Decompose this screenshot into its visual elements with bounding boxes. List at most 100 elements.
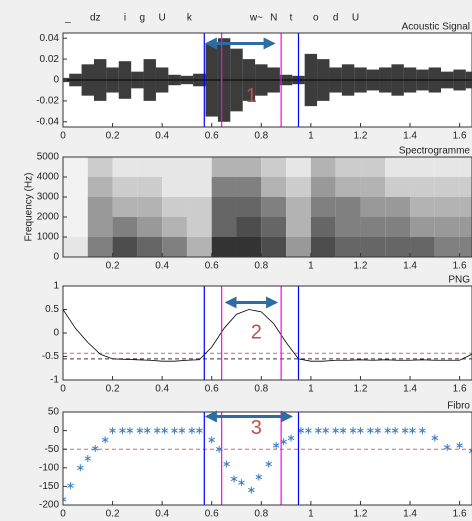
x-tick-label: 0.4	[155, 261, 169, 272]
point	[367, 427, 374, 435]
heat-cell	[286, 237, 311, 257]
heat-cell	[360, 197, 386, 217]
phoneme-label: d	[333, 13, 339, 24]
x-tick-label: 0.6	[205, 509, 219, 520]
x-tick-label: 1.6	[453, 131, 467, 142]
heat-cell	[360, 217, 386, 237]
y-tick-label: 0.02	[40, 54, 60, 65]
heat-cell	[335, 157, 361, 177]
x-tick-label: 0.6	[205, 131, 219, 142]
x-tick-label: 0.8	[254, 384, 268, 395]
heat-cell	[385, 157, 411, 177]
point	[101, 436, 109, 444]
heat-cell	[63, 217, 88, 237]
phoneme-label: g	[140, 13, 146, 24]
x-tick-label: 0.8	[254, 131, 268, 142]
heat-cell	[410, 157, 435, 177]
heat-cell	[186, 157, 212, 177]
heat-cell	[211, 197, 237, 217]
heat-cell	[186, 197, 212, 217]
heat-cell	[335, 177, 361, 197]
heat-cell	[236, 197, 262, 217]
point	[431, 434, 439, 442]
y-tick-label: -1	[50, 375, 59, 386]
heat-cell	[186, 177, 212, 197]
point	[136, 427, 144, 435]
y-tick-label: -100	[39, 462, 59, 473]
y-axis-label: Frequency (Hz)	[24, 173, 35, 242]
x-tick-label: 0	[60, 131, 66, 142]
point	[374, 427, 382, 435]
y-tick-label: 0	[53, 75, 59, 86]
heat-cell	[360, 237, 386, 257]
point	[391, 427, 399, 435]
axes-frame	[62, 156, 472, 258]
heat-cell	[186, 217, 212, 237]
point	[349, 427, 357, 435]
heat-cell	[137, 217, 163, 237]
y-tick-label: -50	[45, 444, 60, 455]
heat-cell	[261, 197, 287, 217]
x-tick-label: 0	[60, 509, 66, 520]
panel-title: Spectrogramme	[399, 146, 471, 157]
point	[305, 427, 312, 435]
heat-cell	[87, 237, 113, 257]
curve	[63, 309, 472, 362]
x-tick-label: 1.4	[403, 384, 417, 395]
y-tick-label: 1000	[37, 232, 60, 243]
point	[322, 427, 330, 435]
x-tick-label: 0.6	[205, 384, 219, 395]
x-tick-label: 0.8	[254, 509, 268, 520]
heat-cell	[211, 177, 237, 197]
x-tick-label: 0.4	[155, 131, 169, 142]
phoneme-label: k	[187, 13, 193, 24]
x-tick-label: 1	[308, 131, 314, 142]
heat-cell	[310, 177, 336, 197]
x-tick-label: 1	[308, 509, 314, 520]
x-tick-label: 1.4	[403, 131, 417, 142]
heat-cell	[112, 157, 138, 177]
heat-cell	[360, 177, 386, 197]
heat-cell	[459, 157, 472, 177]
heat-cell	[63, 237, 88, 257]
x-tick-label: 1.6	[453, 384, 467, 395]
x-tick-label: 1.2	[354, 509, 368, 520]
annotation-number: 2	[251, 321, 262, 343]
point	[443, 443, 451, 451]
phoneme-label: dz	[90, 13, 101, 24]
heat-cell	[286, 197, 311, 217]
heat-cell	[63, 177, 88, 197]
heat-cell	[385, 197, 411, 217]
x-tick-label: 0.4	[155, 509, 169, 520]
heat-cell	[459, 217, 472, 237]
heat-cell	[310, 237, 336, 257]
point	[171, 427, 178, 435]
point	[419, 427, 426, 435]
y-tick-label: 3000	[37, 192, 60, 203]
heat-cell	[459, 197, 472, 217]
x-tick-label: 1	[308, 384, 314, 395]
point	[401, 427, 409, 435]
y-tick-label: 1	[53, 281, 59, 292]
heat-cell	[261, 177, 287, 197]
heat-cell	[459, 177, 472, 197]
heat-cell	[459, 237, 472, 257]
heat-cell	[434, 217, 460, 237]
point	[265, 460, 273, 468]
heat-cell	[162, 177, 187, 197]
heat-cell	[137, 197, 163, 217]
point	[287, 434, 295, 442]
annotation-number: 1	[246, 85, 257, 107]
annotation-number: 3	[251, 417, 262, 439]
heat-cell	[63, 197, 88, 217]
plot-area	[63, 286, 472, 380]
point	[77, 464, 84, 472]
point	[119, 427, 126, 435]
x-tick-label: 1.2	[354, 384, 368, 395]
point	[63, 495, 67, 503]
heat-cell	[434, 177, 460, 197]
y-tick-label: -150	[39, 481, 59, 492]
heat-cell	[385, 177, 411, 197]
point	[196, 427, 203, 435]
